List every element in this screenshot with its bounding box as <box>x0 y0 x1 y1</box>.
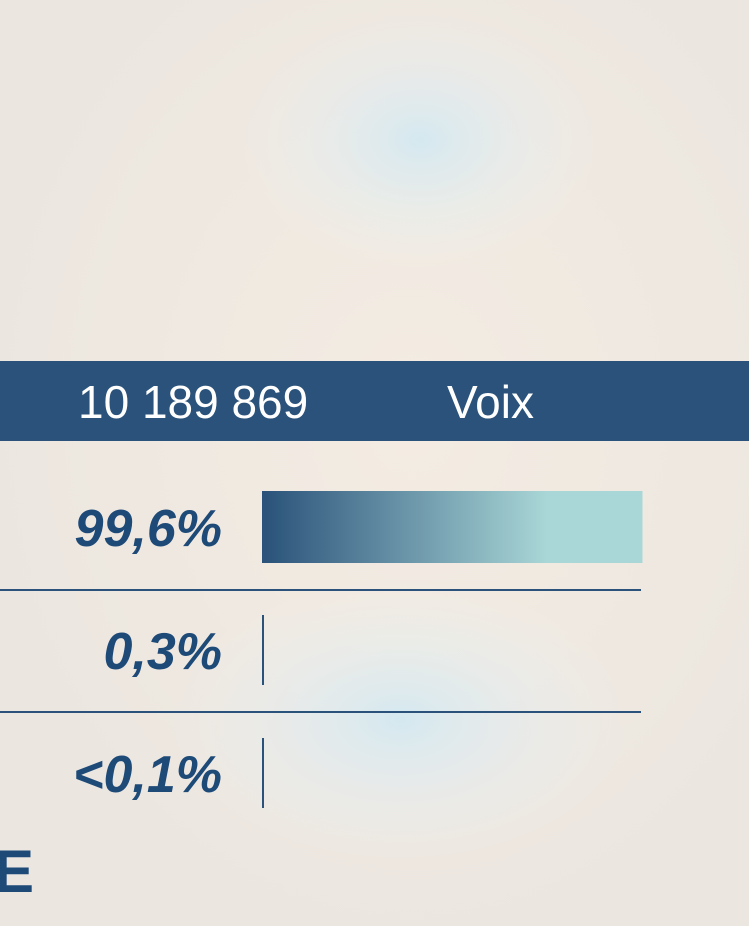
cut-off-text: E <box>0 838 34 905</box>
background-photo <box>170 580 630 860</box>
total-votes: 10 189 869 <box>78 376 308 428</box>
page: 10 189 869 Voix E 99,6%0,3%<0,1% (() => … <box>0 0 749 926</box>
bar <box>262 491 642 563</box>
background-photo <box>240 10 600 270</box>
value-label: 0,3% <box>103 623 222 681</box>
value-label: <0,1% <box>73 746 222 804</box>
unit: Voix <box>447 376 534 428</box>
slide: 10 189 869 Voix E 99,6% 0,3% <0,1% <box>0 0 749 926</box>
value-label: 99,6% <box>75 500 222 558</box>
